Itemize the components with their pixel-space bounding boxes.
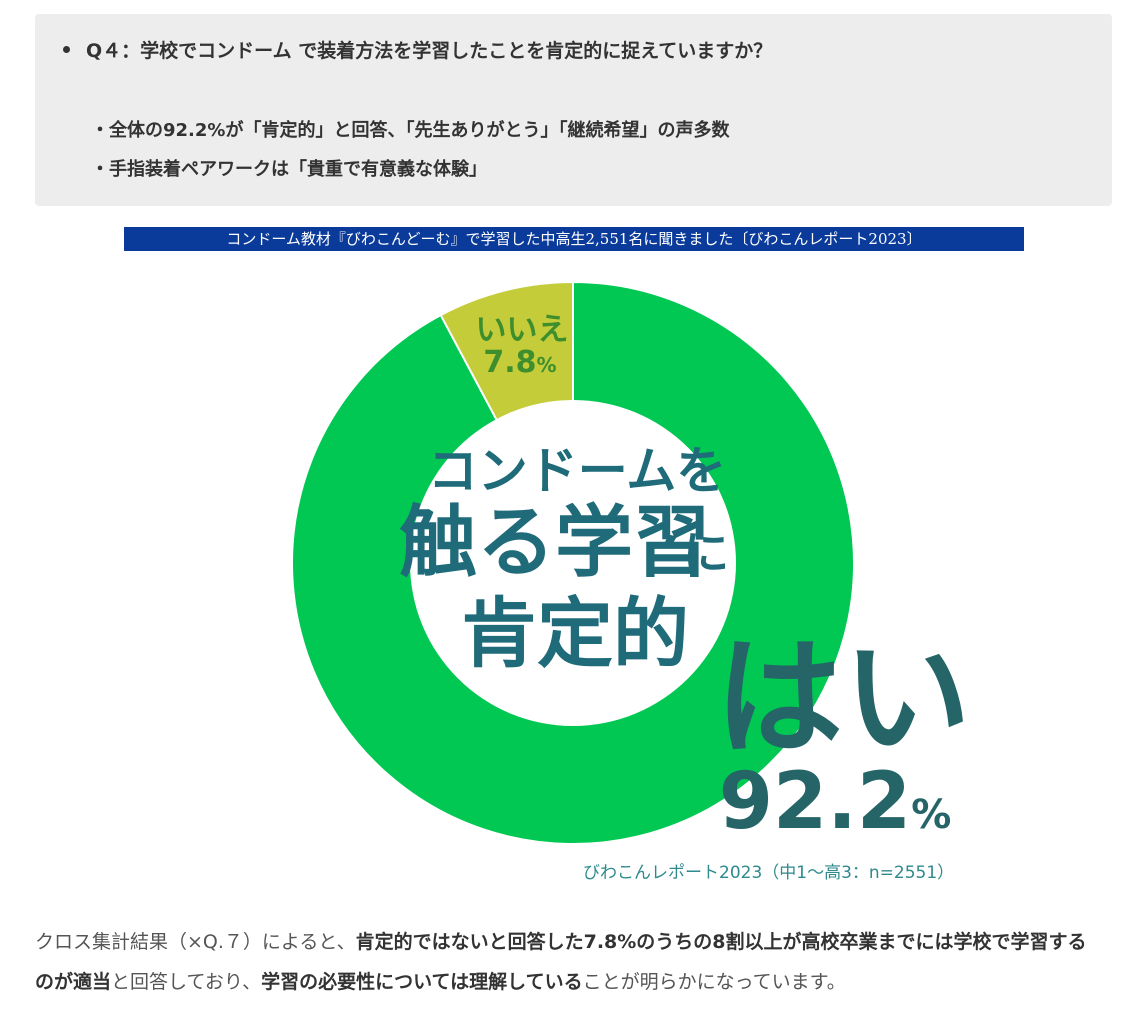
slice-label: はい bbox=[715, 624, 971, 773]
question-text: Q４：学校でコンドーム で装着方法を学習したことを肯定的に捉えていますか？ bbox=[86, 40, 773, 62]
conclusion-text: クロス集計結果（×Q.７）によると、肯定的ではないと回答した7.8%のうちの8割… bbox=[35, 922, 1105, 1002]
slice-value: 92.2% bbox=[719, 757, 952, 847]
center-text: 触る学習 bbox=[399, 498, 711, 588]
conclusion-part: クロス集計結果（×Q.７）によると、 bbox=[35, 931, 356, 953]
slice-value: 7.8% bbox=[483, 345, 556, 380]
donut-slice-はい bbox=[291, 280, 855, 845]
bullet-icon bbox=[63, 46, 70, 53]
summary-point: ・手指装着ペアワークは「貴重で有意義な体験」 bbox=[91, 159, 487, 180]
center-text: に bbox=[683, 526, 729, 580]
conclusion-part: ことが明らかになっています。 bbox=[582, 971, 846, 993]
center-text: コンドームを bbox=[428, 442, 727, 500]
center-text: 肯定的 bbox=[461, 589, 689, 678]
conclusion-emphasis: 学習の必要性については理解している bbox=[261, 971, 583, 993]
conclusion-part: と回答しており、 bbox=[111, 971, 262, 993]
question-line: Q４：学校でコンドーム で装着方法を学習したことを肯定的に捉えていますか？ bbox=[63, 36, 772, 63]
summary-point: ・全体の92.2%が「肯定的」と回答、「先生ありがとう」「継続希望」の声多数 bbox=[91, 120, 730, 141]
donut-hole bbox=[410, 400, 736, 726]
source-note: びわこんレポート2023（中1～高3：n=2551） bbox=[583, 863, 955, 883]
slice-label: いいえ bbox=[476, 312, 569, 348]
conclusion-emphasis: 肯定的ではないと回答した7.8%のうちの8割以上が高校卒業までには学校で学習する… bbox=[35, 931, 1087, 993]
survey-banner: コンドーム教材『びわこんどーむ』で学習した中高生2,551名に聞きました〔びわこ… bbox=[124, 227, 1024, 251]
summary-box: Q４：学校でコンドーム で装着方法を学習したことを肯定的に捉えていますか？ ・全… bbox=[35, 14, 1112, 206]
